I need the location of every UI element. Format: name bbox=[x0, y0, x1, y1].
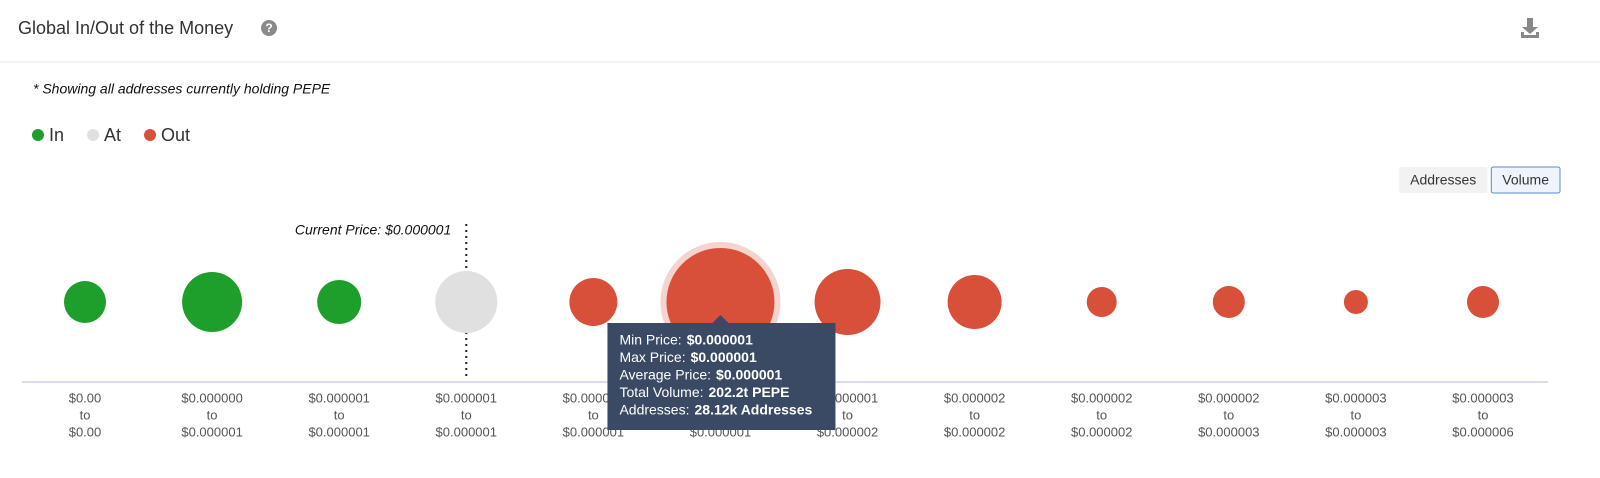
tooltip-label: Total Volume: bbox=[619, 384, 703, 400]
bubble[interactable] bbox=[435, 271, 498, 333]
legend-swatch bbox=[32, 129, 44, 141]
legend-swatch bbox=[87, 129, 100, 141]
bubble[interactable] bbox=[317, 279, 362, 325]
legend-label: At bbox=[104, 125, 121, 145]
bubble[interactable] bbox=[63, 280, 107, 324]
download-icon[interactable] bbox=[1521, 18, 1539, 38]
range-from: $0.000003 bbox=[1452, 390, 1513, 405]
range-word: to bbox=[969, 407, 980, 422]
legend-label: Out bbox=[161, 125, 190, 145]
range-to: $0.000002 bbox=[944, 424, 1005, 439]
toggle-button-label: Addresses bbox=[1410, 172, 1476, 188]
range-to: $0.000003 bbox=[1198, 424, 1259, 439]
tooltip-value: $0.000001 bbox=[716, 367, 782, 383]
range-to: $0.000006 bbox=[1452, 424, 1513, 439]
range-from: $0.000001 bbox=[436, 390, 497, 405]
range-from: $0.000002 bbox=[1198, 390, 1259, 405]
legend-label: In bbox=[49, 125, 64, 145]
bubble[interactable] bbox=[1212, 285, 1245, 319]
bubble[interactable] bbox=[1466, 285, 1500, 319]
range-to: $0.000001 bbox=[181, 424, 242, 439]
range-from: $0.000001 bbox=[308, 390, 369, 405]
range-word: to bbox=[1478, 407, 1489, 422]
range-word: to bbox=[588, 407, 599, 422]
current-price-label: Current Price: $0.000001 bbox=[295, 222, 451, 238]
toggle-button[interactable] bbox=[1490, 166, 1561, 194]
note: * Showing all addresses currently holdin… bbox=[33, 81, 331, 97]
range-word: to bbox=[1223, 407, 1234, 422]
tooltip-value: $0.000001 bbox=[691, 349, 757, 365]
tooltip-label: Min Price: bbox=[619, 332, 681, 348]
range-to: $0.000002 bbox=[1071, 424, 1132, 439]
range-word: to bbox=[842, 407, 853, 422]
tooltip-label: Addresses: bbox=[619, 402, 689, 418]
bubble[interactable] bbox=[182, 272, 243, 332]
range-to: $0.000001 bbox=[436, 424, 497, 439]
tooltip-value: $0.000001 bbox=[687, 332, 753, 348]
bubble[interactable] bbox=[1086, 287, 1117, 317]
toggle-button-label: Volume bbox=[1502, 172, 1549, 188]
help-icon[interactable]: ? bbox=[261, 20, 277, 36]
tooltip-box bbox=[607, 315, 836, 430]
range-to: $0.00 bbox=[69, 424, 102, 439]
range-word: to bbox=[80, 407, 91, 422]
range-from: $0.00 bbox=[69, 390, 102, 405]
range-word: to bbox=[207, 407, 218, 422]
tooltip-label: Average Price: bbox=[619, 367, 711, 383]
bubble[interactable] bbox=[1343, 289, 1368, 315]
tooltip-value: 202.2t PEPE bbox=[709, 384, 790, 400]
range-to: $0.000003 bbox=[1325, 424, 1386, 439]
toggle-button[interactable] bbox=[1399, 167, 1488, 193]
range-from: $0.000000 bbox=[181, 390, 242, 405]
page-title: Global In/Out of the Money bbox=[18, 18, 233, 38]
range-word: to bbox=[1096, 407, 1107, 422]
bubble[interactable] bbox=[814, 269, 881, 335]
svg-text:?: ? bbox=[265, 21, 272, 35]
range-word: to bbox=[1350, 407, 1361, 422]
bubble[interactable] bbox=[947, 274, 1002, 330]
range-from: $0.000002 bbox=[1071, 390, 1132, 405]
tooltip-value: 28.12k Addresses bbox=[695, 402, 813, 418]
range-word: to bbox=[334, 407, 345, 422]
range-word: to bbox=[461, 407, 472, 422]
range-from: $0.000002 bbox=[944, 390, 1005, 405]
legend-swatch bbox=[144, 129, 157, 141]
tooltip-label: Max Price: bbox=[619, 349, 685, 365]
range-from: $0.000003 bbox=[1325, 390, 1386, 405]
bubble[interactable] bbox=[569, 278, 618, 326]
range-to: $0.000001 bbox=[308, 424, 369, 439]
